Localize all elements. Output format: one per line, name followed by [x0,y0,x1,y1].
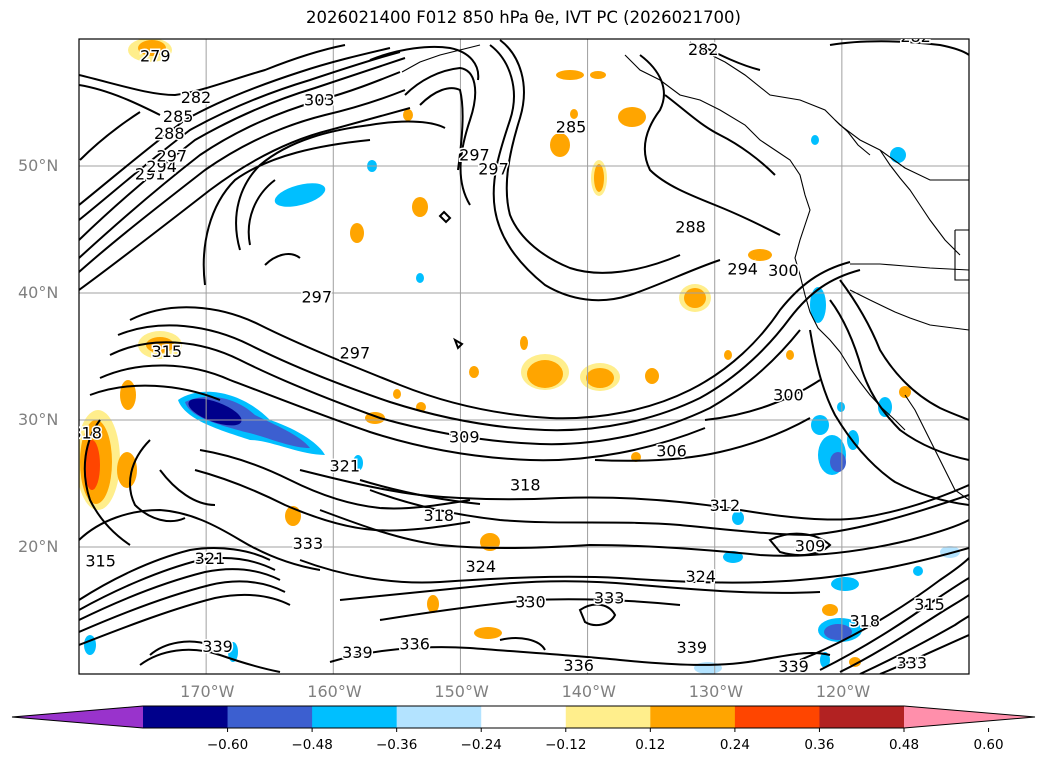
colorbar-tick-label: 0.60 [973,737,1004,753]
colorbar [11,705,1036,732]
contour-label: 297 [157,147,188,166]
contour-labels: 2792822852882912942973032972972822822852… [71,27,946,676]
contour-label: 318 [71,423,102,442]
contour-label: 288 [675,218,706,237]
colorbar-extend-max [904,706,1035,728]
contour-label: 312 [710,496,741,515]
contour-label: 339 [342,643,373,662]
colorbar-segment [396,706,482,728]
contour-label: 315 [914,595,945,614]
colorbar-tick-label: 0.12 [635,737,666,753]
map-frame [78,38,970,675]
ivt-shading [79,39,960,674]
colorbar-tick-label: −0.24 [460,737,502,753]
contour-label: 306 [656,441,687,460]
latitude-label: 30°N [18,410,59,429]
contour-label: 297 [340,343,371,362]
contour-label: 339 [677,638,708,657]
contour-label: 318 [424,506,455,525]
contour-label: 294 [727,260,758,279]
contour-label: 297 [478,159,509,178]
longitude-label: 120°W [815,682,871,701]
contour-label: 339 [778,657,809,676]
theta-e-contours [79,39,969,674]
contour-label: 324 [465,557,496,576]
contour-label: 288 [154,124,185,143]
colorbar-tick-label: 0.48 [888,737,920,753]
contour-label: 300 [773,385,804,404]
colorbar-tick-label: −0.48 [291,737,333,753]
colorbar-segment [734,706,820,728]
colorbar-segment [143,706,229,728]
contour-label: 336 [563,656,594,675]
contour-label: 315 [85,552,116,571]
contour-label: 309 [795,537,826,556]
contour-label: 336 [399,634,430,653]
colorbar-tick-label: 0.36 [804,737,835,753]
contour-label: 321 [195,549,226,568]
colorbar-tick-label: −0.12 [545,737,587,753]
contour-label: 285 [556,117,587,136]
contour-label: 297 [301,288,332,307]
contour-label: 321 [329,456,360,475]
colorbar-outline [11,705,1036,729]
latitude-label: 40°N [18,283,59,302]
longitude-label: 170°W [180,682,235,701]
longitude-label: 130°W [688,682,744,701]
map-title: 2026021400 F012 850 hPa θe, IVT PC (2026… [306,8,741,27]
coastlines [401,41,969,501]
colorbar-tick-label: −0.60 [206,737,249,753]
contour-label: 315 [151,342,182,361]
contour-label: 294 [146,157,177,176]
gridlines [79,39,969,674]
contour-label: 300 [768,261,799,280]
colorbar-segment [312,706,398,728]
colorbar-segment [481,706,567,728]
contour-label: 279 [140,46,171,65]
contour-label: 318 [510,476,541,495]
contour-label: 333 [594,589,625,608]
colorbar-segment [819,706,905,728]
contour-label: 324 [685,567,716,586]
contour-label: 318 [849,611,880,630]
contour-label: 339 [202,637,233,656]
longitude-label: 150°W [434,682,489,701]
contour-label: 282 [900,27,931,46]
latitude-label: 50°N [18,156,59,175]
contour-label: 285 [163,107,194,126]
contour-label: 291 [135,164,166,183]
colorbar-tick-label: −0.36 [375,737,418,753]
colorbar-tick-label: 0.24 [719,737,750,753]
contour-label: 309 [449,427,480,446]
colorbar-segment [565,706,651,728]
contour-label: 333 [293,534,324,553]
contour-label: 282 [688,40,719,59]
contour-label: 330 [515,592,546,611]
colorbar-extend-min [12,706,143,728]
longitude-label: 140°W [561,682,616,701]
contour-label: 333 [897,653,928,672]
longitude-label: 160°W [307,682,362,701]
colorbar-segment [650,706,736,728]
contour-label: 303 [304,91,335,110]
latitude-label: 20°N [18,537,59,556]
colorbar-segment [227,706,313,728]
contour-label: 297 [459,145,490,164]
contour-label: 282 [181,88,212,107]
